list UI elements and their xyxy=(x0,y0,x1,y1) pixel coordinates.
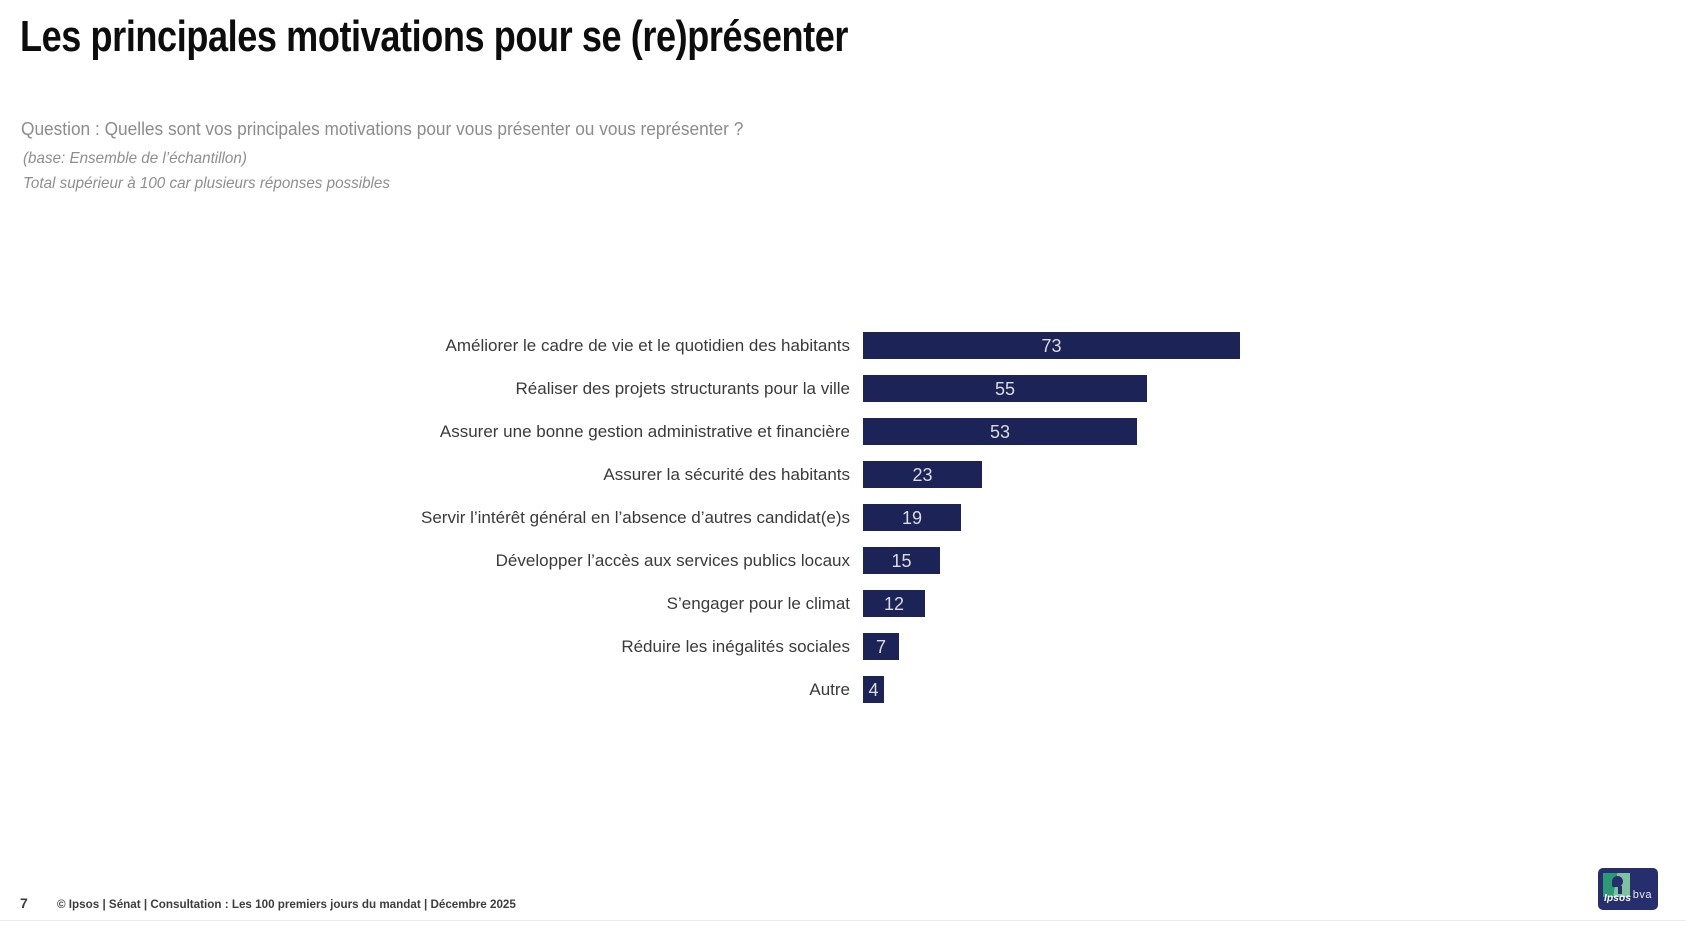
bar-row: Réduire les inégalités sociales 7 xyxy=(0,633,1686,660)
bar-chart: Améliorer le cadre de vie et le quotidie… xyxy=(0,332,1686,719)
page-number: 7 xyxy=(20,895,28,911)
bar-row: S’engager pour le climat 12 xyxy=(0,590,1686,617)
bar: 4 xyxy=(863,676,884,703)
bar: 15 xyxy=(863,547,940,574)
bar-row: Autre 4 xyxy=(0,676,1686,703)
question-text: Question : Quelles sont vos principales … xyxy=(21,119,744,139)
footer-copyright: © Ipsos | Sénat | Consultation : Les 100… xyxy=(57,897,516,911)
bar-label: Développer l’accès aux services publics … xyxy=(495,550,850,570)
bar: 19 xyxy=(863,504,961,531)
bar-value: 15 xyxy=(891,550,912,571)
bar: 12 xyxy=(863,590,925,617)
bar-value: 53 xyxy=(989,421,1011,442)
bar-value: 55 xyxy=(994,378,1016,399)
bar-value: 73 xyxy=(1041,335,1062,356)
bar-row: Servir l’intérêt général en l’absence d’… xyxy=(0,504,1686,531)
bar: 53 xyxy=(863,418,1137,445)
face-profile-icon-stem xyxy=(1618,886,1622,894)
page-title: Les principales motivations pour se (re)… xyxy=(20,12,849,61)
bar-label: Réduire les inégalités sociales xyxy=(621,636,850,656)
bar-row: Réaliser des projets structurants pour l… xyxy=(0,375,1686,402)
bar-row: Assurer une bonne gestion administrative… xyxy=(0,418,1686,445)
bar-label: Réaliser des projets structurants pour l… xyxy=(515,378,850,398)
bottom-edge-line xyxy=(0,920,1686,921)
bar: 7 xyxy=(863,633,899,660)
bar-label: Servir l’intérêt général en l’absence d’… xyxy=(420,507,850,527)
bar-row: Assurer la sécurité des habitants 23 xyxy=(0,461,1686,488)
method-note: Total supérieur à 100 car plusieurs répo… xyxy=(23,175,390,192)
bar-label: Améliorer le cadre de vie et le quotidie… xyxy=(445,335,850,355)
bar-label: Assurer la sécurité des habitants xyxy=(603,464,850,484)
bar: 55 xyxy=(863,375,1147,402)
bar-row: Améliorer le cadre de vie et le quotidie… xyxy=(0,332,1686,359)
base-note: (base: Ensemble de l’échantillon) xyxy=(23,150,247,167)
bar-row: Développer l’accès aux services publics … xyxy=(0,547,1686,574)
face-profile-icon xyxy=(1612,876,1623,887)
bar-value: 12 xyxy=(883,593,905,614)
ipsos-logo-text: Ipsos xyxy=(1604,893,1632,904)
bar-label: S’engager pour le climat xyxy=(666,593,850,613)
ipsos-bva-logo: Ipsos bva xyxy=(1598,868,1658,910)
ipsos-logo-mark xyxy=(1603,873,1630,897)
bar-label: Assurer une bonne gestion administrative… xyxy=(439,421,850,441)
bar-value: 19 xyxy=(901,507,923,528)
bar: 23 xyxy=(863,461,982,488)
bar-value: 4 xyxy=(868,679,879,700)
bar: 73 xyxy=(863,332,1240,359)
bar-label: Autre xyxy=(809,679,850,699)
bar-value: 7 xyxy=(875,636,886,657)
bva-logo-text: bva xyxy=(1632,889,1652,901)
bar-value: 23 xyxy=(912,464,933,485)
